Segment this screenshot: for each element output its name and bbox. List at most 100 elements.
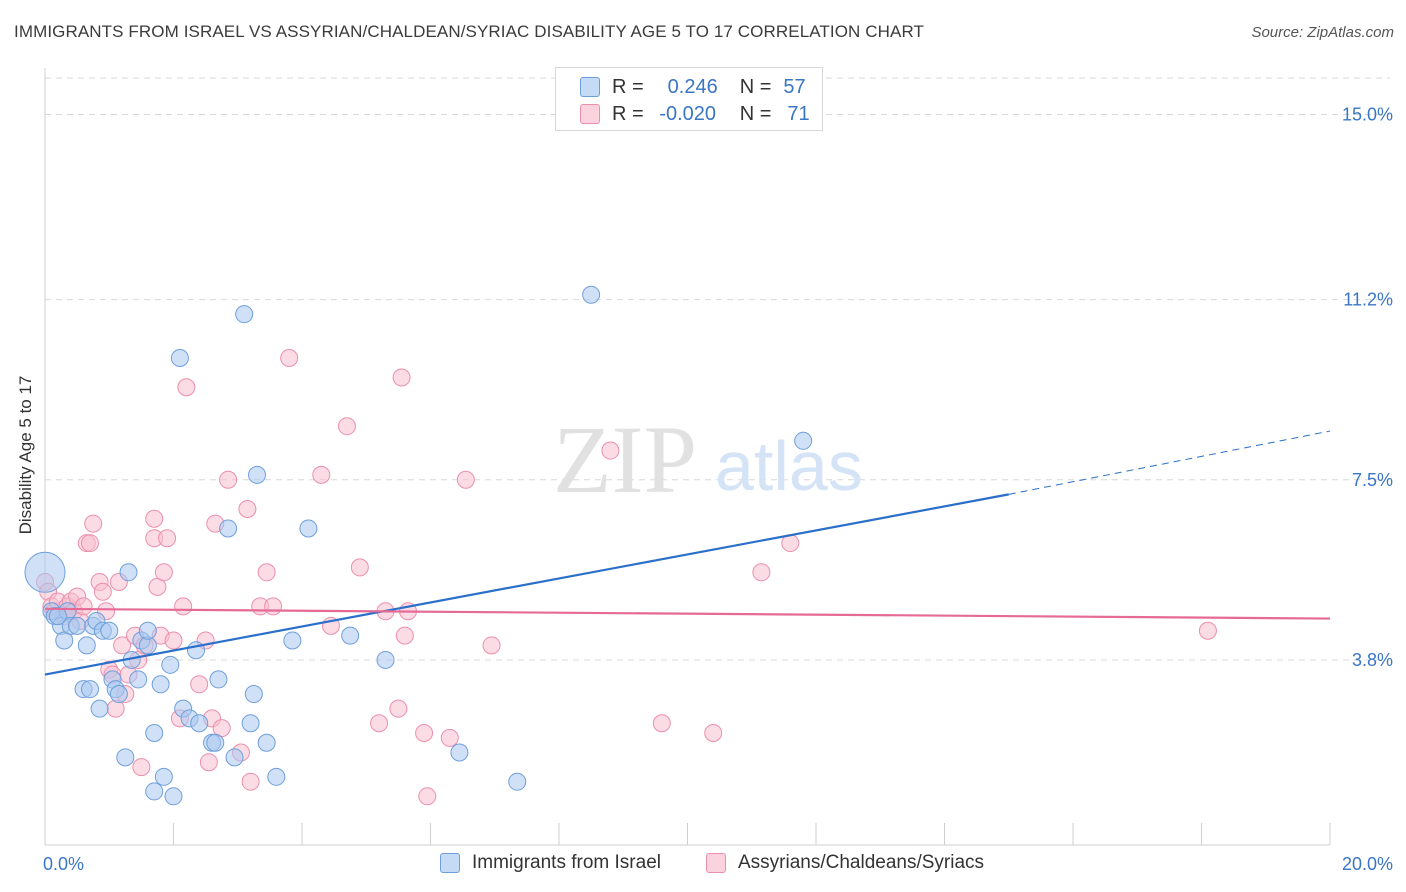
data-point-blue (151, 675, 170, 694)
legend-row-pink: R = -0.020 N = 71 (580, 101, 810, 127)
data-point-pink (190, 675, 209, 694)
data-point-pink (106, 699, 125, 718)
data-point-pink (415, 723, 434, 742)
data-point-blue (109, 685, 128, 704)
trend-lines (44, 430, 1331, 676)
r-value: 0.246 (667, 75, 718, 98)
data-point-pink (280, 349, 299, 368)
series-blue-points (24, 285, 813, 806)
data-point-pink (418, 787, 437, 806)
data-point-pink (264, 597, 283, 616)
data-point-blue (794, 431, 813, 450)
trend-line-blue-extension (1008, 430, 1331, 495)
n-value: 57 (783, 75, 806, 98)
data-point-pink (199, 753, 218, 772)
legend-row-blue: R = 0.246 N = 57 (580, 74, 806, 100)
data-point-blue (209, 670, 228, 689)
data-point-blue (190, 714, 209, 733)
data-point-pink (389, 699, 408, 718)
watermark-zip: ZIP (553, 406, 697, 513)
data-point-blue (129, 670, 148, 689)
data-point-pink (440, 728, 459, 747)
trend-line-blue (44, 493, 1009, 676)
y-tick-label: 15.0% (1342, 105, 1393, 125)
data-point-pink (392, 368, 411, 387)
data-point-pink (704, 723, 723, 742)
data-point-pink (177, 378, 196, 397)
data-point-blue (145, 723, 164, 742)
data-point-blue (170, 349, 189, 368)
legend-label: Assyrians/Chaldeans/Syriacs (738, 852, 985, 873)
data-point-blue (90, 699, 109, 718)
data-point-pink (93, 582, 112, 601)
data-point-blue (119, 563, 138, 582)
data-point-pink (601, 441, 620, 460)
legend-label: Immigrants from Israel (472, 852, 661, 873)
data-point-blue (341, 626, 360, 645)
data-point-blue (24, 551, 66, 593)
data-point-blue (235, 305, 254, 324)
x-tick-label: 0.0% (43, 854, 84, 874)
data-point-pink (132, 758, 151, 777)
watermark-atlas: atlas (715, 427, 863, 505)
r-label: R = (612, 102, 644, 125)
data-point-pink (370, 714, 389, 733)
pink-swatch (580, 104, 600, 124)
data-point-pink (337, 417, 356, 436)
data-point-pink (395, 626, 414, 645)
n-value: 71 (787, 102, 810, 125)
data-point-pink (113, 636, 132, 655)
x-tick-label: 20.0% (1342, 854, 1393, 874)
data-point-blue (80, 680, 99, 699)
n-label: N = (739, 102, 772, 125)
data-point-blue (582, 285, 601, 304)
data-point-pink (80, 534, 99, 553)
data-point-blue (161, 655, 180, 674)
data-point-blue (508, 772, 527, 791)
data-point-pink (164, 631, 183, 650)
data-point-blue (206, 733, 225, 752)
legend-item-israel: Immigrants from Israel (440, 852, 661, 874)
data-point-blue (100, 621, 119, 640)
source-credit: Source: ZipAtlas.com (1251, 24, 1394, 41)
data-point-pink (652, 714, 671, 733)
correlation-legend: R = 0.246 N = 57 R = -0.020 N = 71 (555, 67, 823, 131)
data-point-blue (450, 743, 469, 762)
data-point-pink (241, 772, 260, 791)
n-label: N = (739, 75, 772, 98)
pink-swatch (706, 853, 726, 873)
data-point-pink (456, 470, 475, 489)
data-point-blue (116, 748, 135, 767)
data-point-pink (257, 563, 276, 582)
data-point-blue (248, 465, 267, 484)
blue-swatch (440, 853, 460, 873)
watermark: ZIP atlas (553, 406, 863, 513)
tick-labels: 3.8% 7.5% 11.2% 15.0% 0.0% 20.0% (43, 105, 1393, 874)
data-point-pink (1198, 621, 1217, 640)
data-point-blue (267, 767, 286, 786)
blue-swatch (580, 77, 600, 97)
data-point-pink (350, 558, 369, 577)
data-point-pink (238, 499, 257, 518)
data-point-pink (312, 465, 331, 484)
data-point-blue (138, 621, 157, 640)
data-point-blue (225, 748, 244, 767)
r-value: -0.020 (659, 102, 717, 125)
y-tick-label: 3.8% (1352, 650, 1393, 670)
trend-line-pink (44, 607, 1331, 620)
data-point-pink (482, 636, 501, 655)
data-point-blue (219, 519, 238, 538)
axes (44, 68, 1331, 846)
data-point-blue (154, 767, 173, 786)
data-point-pink (752, 563, 771, 582)
y-tick-label: 11.2% (1343, 290, 1393, 310)
data-point-pink (154, 563, 173, 582)
y-tick-label: 7.5% (1352, 470, 1393, 490)
grid-lines (45, 77, 1390, 661)
data-point-blue (164, 787, 183, 806)
chart-title: IMMIGRANTS FROM ISRAEL VS ASSYRIAN/CHALD… (14, 22, 925, 41)
data-point-pink (219, 470, 238, 489)
data-point-pink (174, 597, 193, 616)
data-point-pink (84, 514, 103, 533)
